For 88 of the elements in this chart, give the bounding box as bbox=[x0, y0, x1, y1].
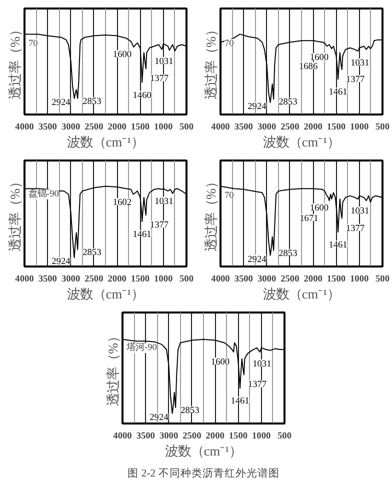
annotation: 2924 bbox=[52, 257, 71, 268]
x-tick-label: 1000 bbox=[252, 432, 272, 442]
annotation: 70 bbox=[28, 38, 38, 49]
x-tick-label: 2000 bbox=[304, 122, 323, 132]
x-axis-title: 波数（cm⁻¹） bbox=[66, 134, 144, 150]
annotation: 70 bbox=[224, 190, 234, 201]
annotation: 1377 bbox=[150, 74, 169, 84]
annotation: 2853 bbox=[82, 248, 102, 258]
annotation: 1031 bbox=[252, 360, 272, 370]
y-axis-title: 透过率（%） bbox=[204, 23, 218, 100]
annotation: 2924 bbox=[248, 254, 267, 265]
x-tick-label: 500 bbox=[376, 122, 390, 132]
x-tick-label: 3000 bbox=[61, 122, 80, 132]
x-tick-label: 2500 bbox=[84, 274, 104, 284]
annotation: 1031 bbox=[154, 56, 174, 67]
x-tick-label: 3500 bbox=[38, 122, 58, 132]
annotation: 1686 bbox=[298, 62, 318, 72]
x-tick-label: 2000 bbox=[206, 432, 225, 442]
x-tick-label: 3500 bbox=[136, 432, 156, 442]
x-tick-label: 1500 bbox=[228, 432, 248, 442]
x-tick-label: 4000 bbox=[211, 274, 230, 284]
annotation: 1461 bbox=[328, 240, 348, 250]
x-tick-label: 3500 bbox=[234, 122, 254, 132]
annotation: 1377 bbox=[346, 75, 365, 86]
annotation: 1377 bbox=[346, 224, 365, 234]
x-tick-label: 1500 bbox=[326, 122, 346, 132]
x-tick-label: 2000 bbox=[108, 274, 127, 284]
annotation: 1377 bbox=[150, 220, 169, 231]
annotation: 1600 bbox=[310, 204, 329, 214]
y-axis-title: 透过率（%） bbox=[106, 330, 120, 406]
x-tick-label: 3000 bbox=[257, 274, 276, 284]
x-tick-label: 500 bbox=[180, 122, 194, 132]
x-tick-label: 3500 bbox=[234, 274, 254, 284]
x-tick-label: 4000 bbox=[113, 432, 132, 442]
y-axis-title: 透过率（%） bbox=[8, 175, 22, 252]
x-tick-label: 2500 bbox=[84, 122, 104, 132]
annotation: 2924 bbox=[248, 102, 267, 112]
x-tick-label: 2500 bbox=[280, 274, 300, 284]
annotation: 1600 bbox=[310, 53, 329, 64]
caption: 图 2-2 不同种类沥青红外光谱图 bbox=[128, 466, 280, 480]
annotation: 1461 bbox=[328, 88, 348, 98]
x-tick-label: 4000 bbox=[211, 122, 230, 132]
x-tick-label: 500 bbox=[180, 274, 194, 284]
x-tick-label: 1500 bbox=[130, 274, 150, 284]
y-axis-title: 透过率（%） bbox=[204, 175, 218, 252]
annotation: 1031 bbox=[350, 58, 370, 69]
x-tick-label: 3500 bbox=[38, 274, 58, 284]
x-tick-label: 2500 bbox=[280, 122, 300, 132]
annotation: 1600 bbox=[112, 50, 132, 60]
annotation: 1460 bbox=[132, 90, 152, 101]
annotation: 1031 bbox=[350, 206, 370, 217]
annotation: 2853 bbox=[82, 96, 102, 107]
annotation: 1671 bbox=[300, 214, 319, 224]
annotation: 70 bbox=[224, 38, 234, 49]
annotation: 1461 bbox=[132, 230, 152, 240]
x-axis-title: 波数（cm⁻¹） bbox=[262, 134, 340, 150]
x-tick-label: 4000 bbox=[15, 274, 34, 284]
annotation: 1031 bbox=[154, 196, 174, 207]
annotation: 2924 bbox=[52, 98, 71, 108]
annotation: 1600 bbox=[210, 358, 230, 368]
x-tick-label: 3000 bbox=[61, 274, 80, 284]
x-axis-title: 波数（cm⁻¹） bbox=[66, 286, 144, 302]
x-tick-label: 500 bbox=[376, 274, 390, 284]
x-axis-title: 波数（cm⁻¹） bbox=[164, 444, 242, 458]
annotation: 2853 bbox=[278, 98, 298, 108]
annotation: 2924 bbox=[150, 412, 169, 423]
x-tick-label: 3000 bbox=[159, 432, 178, 442]
x-tick-label: 500 bbox=[278, 432, 292, 442]
x-tick-label: 2000 bbox=[304, 274, 323, 284]
annotation: 2853 bbox=[278, 248, 298, 259]
annotation: 塔河-90 bbox=[126, 342, 158, 354]
annotation: 1461 bbox=[230, 396, 250, 407]
x-tick-label: 2500 bbox=[182, 432, 202, 442]
x-tick-label: 1500 bbox=[326, 274, 346, 284]
x-axis-title: 波数（cm⁻¹） bbox=[262, 286, 340, 302]
annotation: 盘锦-90 bbox=[28, 188, 60, 200]
x-tick-label: 1000 bbox=[350, 274, 370, 284]
annotation: 2853 bbox=[180, 406, 200, 416]
x-tick-label: 1000 bbox=[350, 122, 370, 132]
annotation: 1377 bbox=[248, 380, 267, 390]
x-tick-label: 1500 bbox=[130, 122, 150, 132]
x-tick-label: 2000 bbox=[108, 122, 127, 132]
y-axis-title: 透过率（%） bbox=[8, 23, 22, 100]
annotation: 1602 bbox=[112, 198, 132, 208]
x-tick-label: 3000 bbox=[257, 122, 276, 132]
x-tick-label: 1000 bbox=[154, 274, 174, 284]
x-tick-label: 1000 bbox=[154, 122, 174, 132]
x-tick-label: 4000 bbox=[15, 122, 34, 132]
